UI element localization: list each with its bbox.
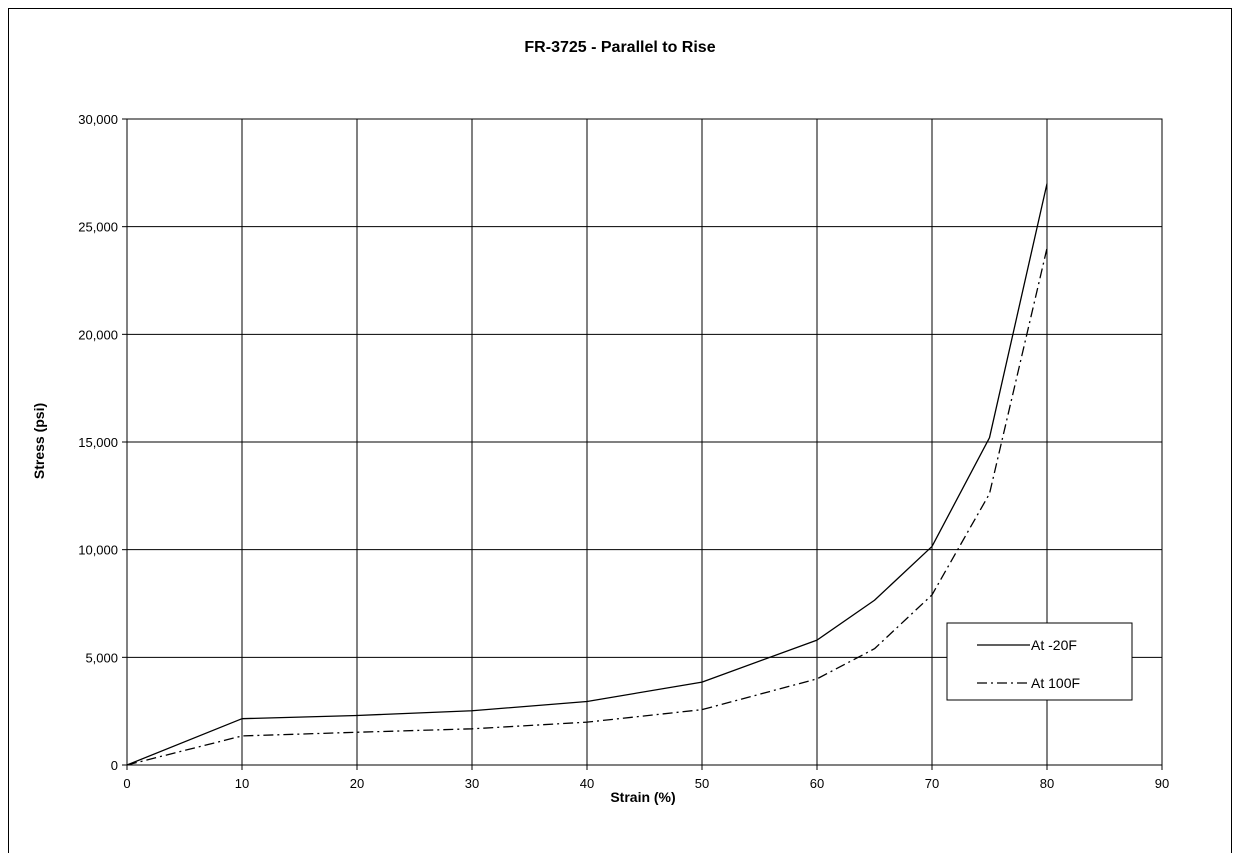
series-line-at-minus-20f [126, 183, 1048, 766]
y-tick-label: 30,000 [78, 112, 118, 127]
y-tick-label: 15,000 [78, 435, 118, 450]
legend-box [946, 622, 1133, 701]
series-line-at-100f [126, 248, 1048, 766]
x-tick-label: 20 [350, 776, 364, 791]
tick-labels: 0 10 20 30 40 50 60 70 80 90 0 5,000 10,000 15,000 20,… [78, 112, 1169, 791]
y-tick-label: 25,000 [78, 220, 118, 235]
grid [122, 118, 1163, 770]
legend-label-at-minus-20f: At -20F [1031, 637, 1077, 653]
chart-title: FR-3725 - Parallel to Rise [524, 39, 715, 56]
x-tick-label: 10 [235, 776, 249, 791]
y-axis-label: Stress (psi) [31, 403, 47, 479]
x-tick-label: 80 [1040, 776, 1054, 791]
x-tick-label: 90 [1155, 776, 1169, 791]
x-tick-label: 40 [580, 776, 594, 791]
chart-frame [8, 8, 1232, 853]
legend-label-at-100f: At 100F [1031, 675, 1080, 691]
y-tick-label: 0 [111, 758, 118, 773]
y-tick-label: 20,000 [78, 327, 118, 342]
x-tick-label: 50 [695, 776, 709, 791]
series-layer [126, 183, 1048, 766]
y-tick-label: 10,000 [78, 543, 118, 558]
x-axis-label: Strain (%) [610, 789, 675, 805]
x-tick-label: 30 [465, 776, 479, 791]
plot-area-border [126, 118, 1163, 766]
x-tick-label: 0 [123, 776, 130, 791]
x-tick-label: 60 [810, 776, 824, 791]
legend: At -20F At 100F [946, 622, 1133, 701]
x-tick-label: 70 [925, 776, 939, 791]
y-tick-label: 5,000 [85, 650, 118, 665]
